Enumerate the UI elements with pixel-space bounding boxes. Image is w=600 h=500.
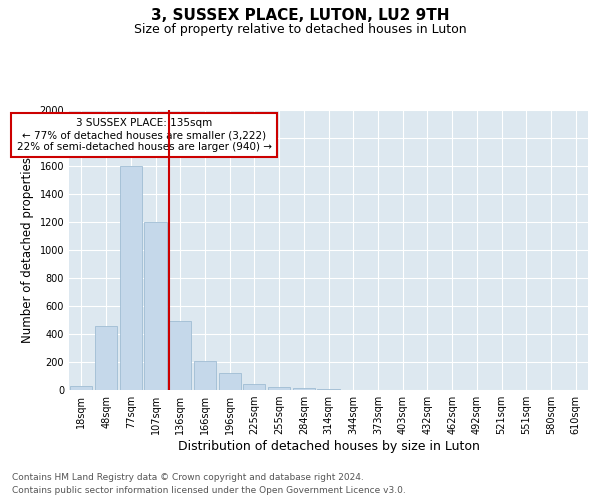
Bar <box>293 388 315 390</box>
Bar <box>243 384 265 390</box>
Bar <box>317 388 340 390</box>
X-axis label: Distribution of detached houses by size in Luton: Distribution of detached houses by size … <box>178 440 479 453</box>
Bar <box>268 386 290 390</box>
Bar <box>95 326 117 390</box>
Text: 3 SUSSEX PLACE: 135sqm
← 77% of detached houses are smaller (3,222)
22% of semi-: 3 SUSSEX PLACE: 135sqm ← 77% of detached… <box>17 118 272 152</box>
Text: Size of property relative to detached houses in Luton: Size of property relative to detached ho… <box>134 22 466 36</box>
Y-axis label: Number of detached properties: Number of detached properties <box>21 157 34 343</box>
Bar <box>194 360 216 390</box>
Text: Contains HM Land Registry data © Crown copyright and database right 2024.: Contains HM Land Registry data © Crown c… <box>12 474 364 482</box>
Text: Contains public sector information licensed under the Open Government Licence v3: Contains public sector information licen… <box>12 486 406 495</box>
Bar <box>218 372 241 390</box>
Bar <box>169 322 191 390</box>
Bar <box>119 166 142 390</box>
Bar <box>70 386 92 390</box>
Text: 3, SUSSEX PLACE, LUTON, LU2 9TH: 3, SUSSEX PLACE, LUTON, LU2 9TH <box>151 8 449 22</box>
Bar <box>145 222 167 390</box>
